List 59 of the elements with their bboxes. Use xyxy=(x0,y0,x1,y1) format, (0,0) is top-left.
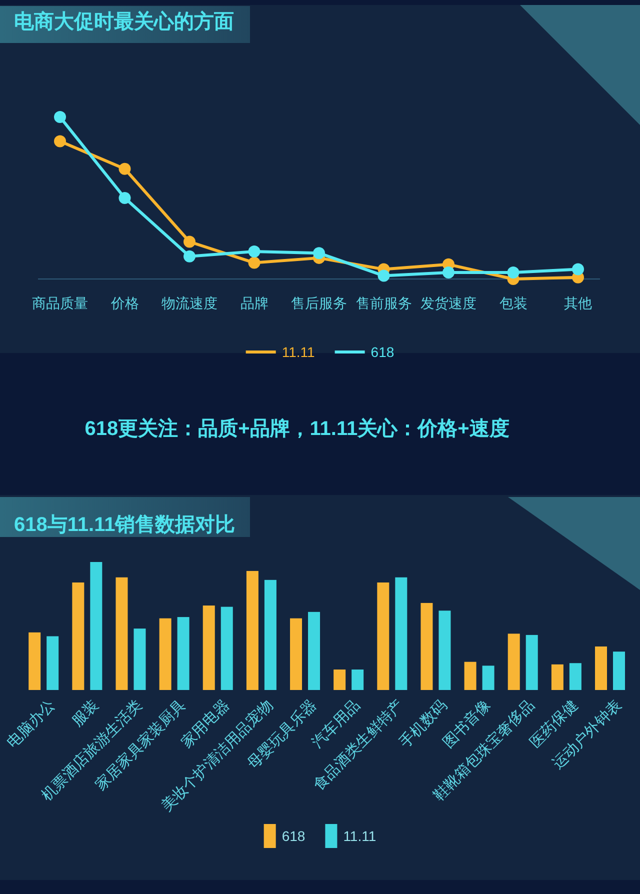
x-tick-label: 电脑办公 xyxy=(4,696,58,752)
point xyxy=(313,247,325,260)
x-tick-label: 其他 xyxy=(564,295,592,311)
bar xyxy=(202,606,215,690)
legend-label: 618 xyxy=(370,344,394,360)
point xyxy=(118,192,131,204)
bar xyxy=(246,570,258,690)
bar xyxy=(28,632,41,690)
bar xyxy=(569,663,582,690)
bar xyxy=(264,580,276,690)
point xyxy=(248,245,260,258)
x-tick-label: 品牌 xyxy=(240,295,268,311)
x-tick-label: 售后服务 xyxy=(291,295,347,311)
bar xyxy=(526,634,538,690)
x-tick-label: 物流速度 xyxy=(162,295,218,311)
bar xyxy=(177,617,190,690)
bar xyxy=(595,646,607,690)
point xyxy=(378,270,390,282)
bar xyxy=(90,562,102,690)
bar xyxy=(134,628,146,690)
point xyxy=(442,266,454,279)
bar xyxy=(395,577,408,690)
x-tick-label: 价格 xyxy=(110,295,139,311)
text: 618更关注：品质+品牌，11.11关心：价格+速度 xyxy=(84,417,510,440)
point xyxy=(54,111,66,123)
point xyxy=(507,266,520,279)
bar xyxy=(420,602,433,690)
x-tick-label: 售前服务 xyxy=(356,295,412,311)
bar xyxy=(290,618,302,690)
bar xyxy=(352,670,364,690)
point xyxy=(184,250,196,262)
x-tick-label: 发货速度 xyxy=(420,295,476,311)
bar xyxy=(482,666,494,690)
bar xyxy=(508,634,520,690)
chart-title: 618与11.11销售数据对比 xyxy=(14,514,236,536)
point xyxy=(572,263,584,276)
legend-label: 618 xyxy=(282,828,306,844)
bar xyxy=(116,577,128,690)
legend-label: 11.11 xyxy=(282,344,316,360)
point xyxy=(184,236,196,248)
point xyxy=(248,256,260,269)
bar xyxy=(220,606,233,690)
x-tick-label: 包装 xyxy=(499,295,528,311)
bar xyxy=(464,662,476,690)
bar xyxy=(46,636,59,690)
bar xyxy=(334,670,346,690)
bar xyxy=(377,582,390,690)
point xyxy=(54,135,66,148)
bar xyxy=(613,652,625,690)
x-tick-label: 服装 xyxy=(68,696,102,730)
point xyxy=(118,162,131,175)
chart-title: 电商大促时最关心的方面 xyxy=(14,10,234,33)
bar xyxy=(551,664,564,690)
bar xyxy=(308,612,320,690)
x-tick-label: 商品质量 xyxy=(32,295,88,311)
bar xyxy=(72,582,84,690)
bar xyxy=(159,618,172,690)
legend-label: 11.11 xyxy=(343,828,376,844)
bar xyxy=(438,610,451,690)
